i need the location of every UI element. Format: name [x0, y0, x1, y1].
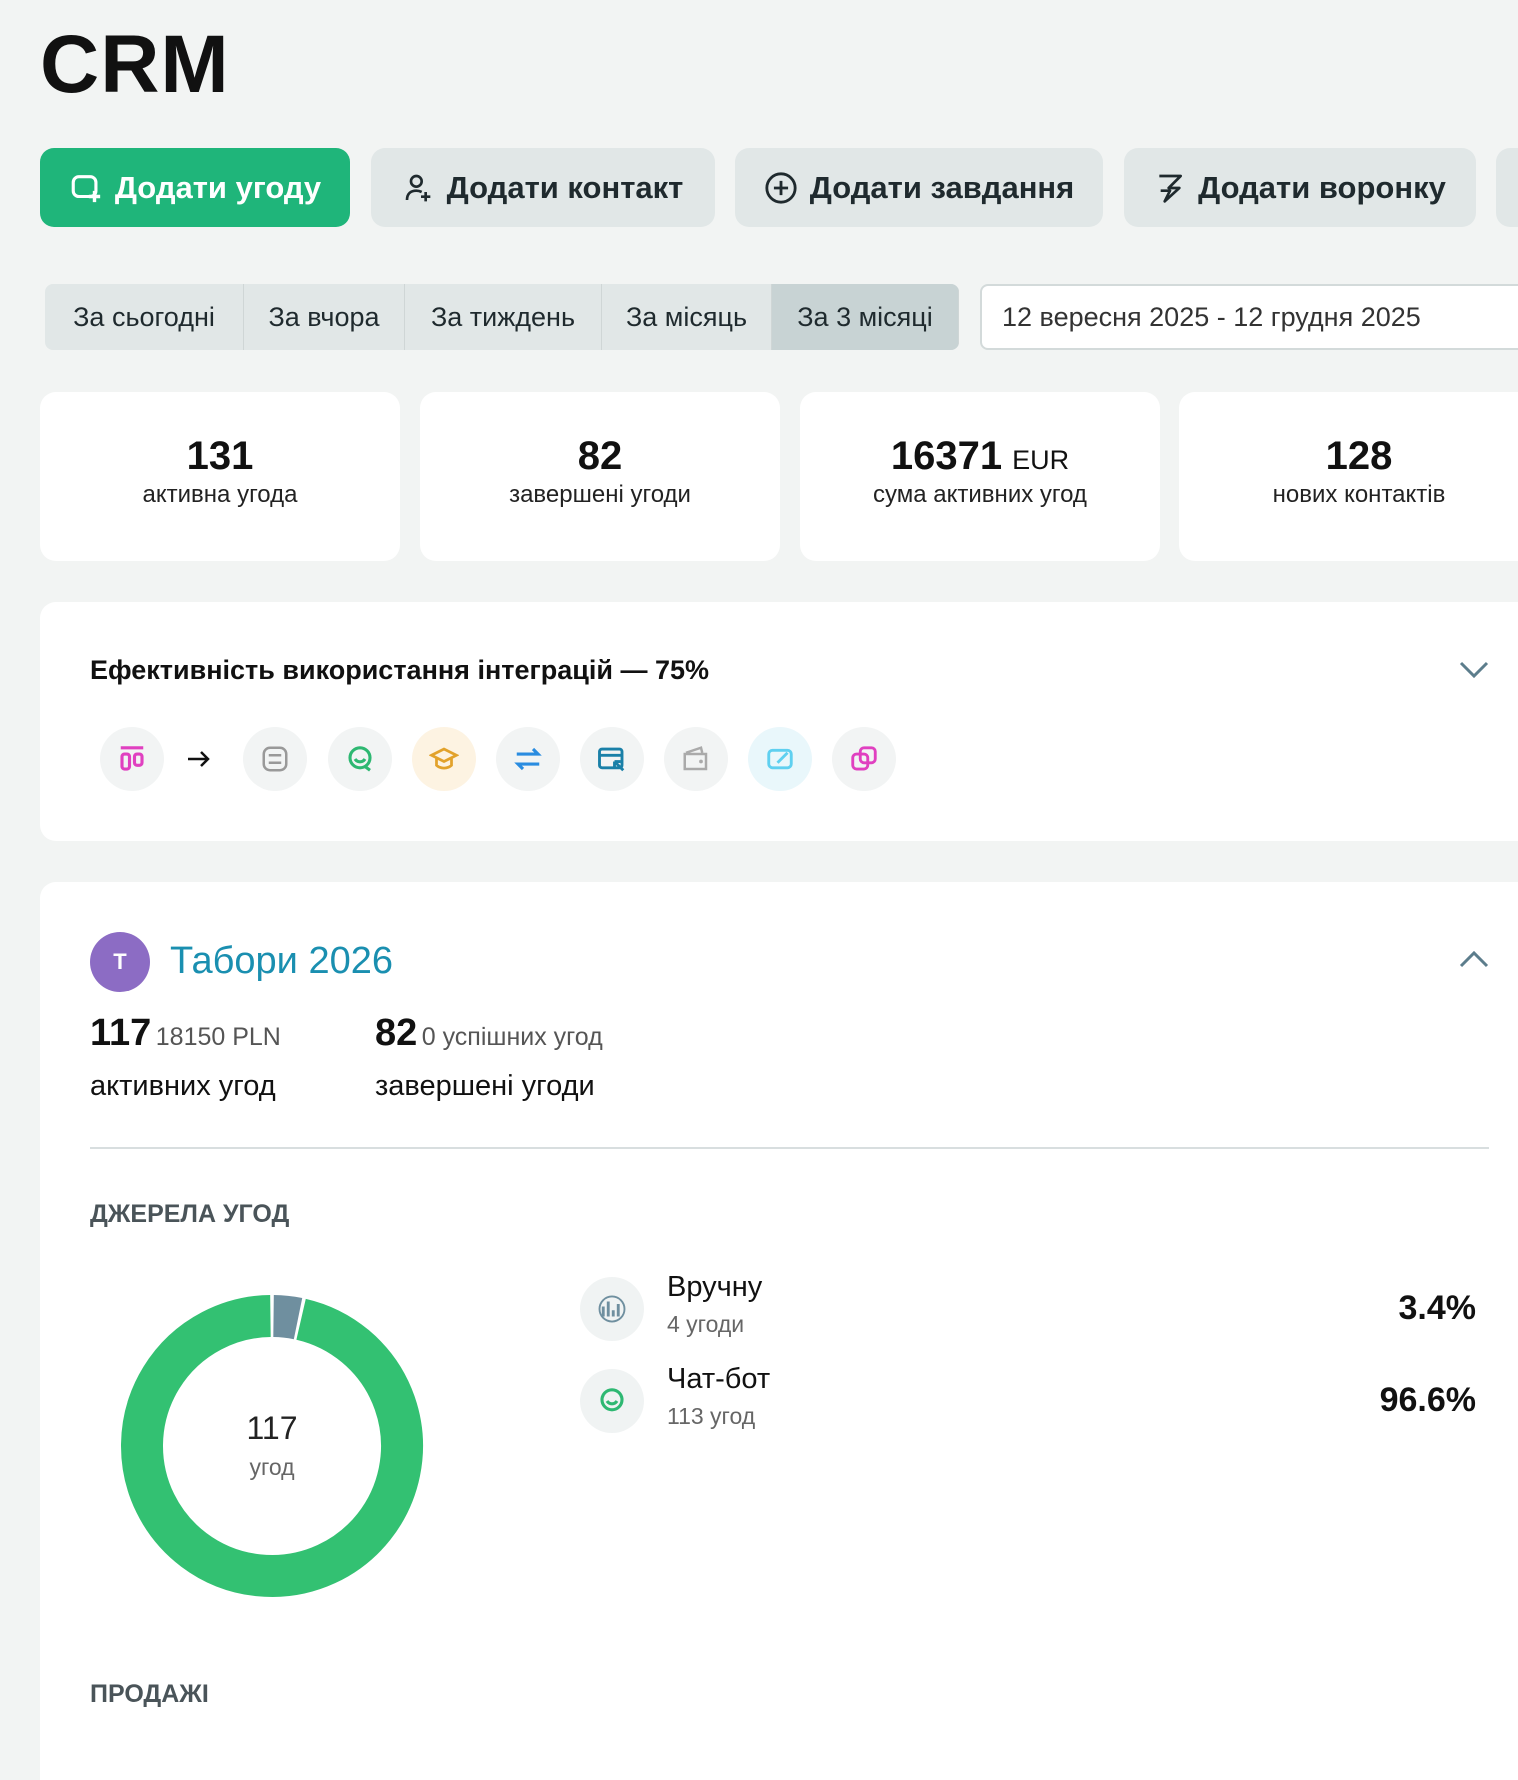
divider [90, 1147, 1489, 1149]
button-label: Додати контакт [446, 169, 684, 205]
integrations-card: Ефективність використання інтеграцій — 7… [40, 602, 1518, 841]
donut-total: 117 [246, 1410, 297, 1446]
period-tab[interactable]: За місяць [602, 284, 772, 350]
integration-icon [832, 727, 896, 791]
active-count: 117 [90, 1012, 152, 1054]
stat-value: 128 [1325, 434, 1393, 478]
stat-label: сума активних угод [873, 481, 1087, 508]
sources-title: ДЖЕРЕЛА УГОД [90, 1200, 290, 1228]
stat-unit: EUR [1012, 445, 1070, 475]
pipeline-title[interactable]: Табори 2026 [170, 940, 393, 982]
active-label: активних угод [90, 1070, 276, 1102]
stat-value-row: 128 [1179, 434, 1518, 479]
source-share: 3.4% [1398, 1289, 1477, 1327]
icon [600, 1388, 624, 1412]
closed-count: 82 [375, 1012, 418, 1054]
stat-label: активна угода [142, 481, 298, 508]
period-tab[interactable]: За 3 місяці [772, 284, 959, 350]
source-icon [580, 1277, 644, 1341]
sales-title: ПРОДАЖІ [90, 1680, 209, 1708]
source-count: 4 угоди [667, 1311, 745, 1337]
collapse-chevron[interactable] [1458, 948, 1490, 970]
integration-icon [496, 727, 560, 791]
integration-icon [412, 727, 476, 791]
add-contact-button[interactable]: Додати контакт [371, 148, 715, 227]
stat-label: нових контактів [1272, 481, 1446, 508]
integration-icon [243, 727, 307, 791]
stat-card: 128 нових контактів [1179, 392, 1518, 561]
add-deal-button[interactable]: Додати угоду [40, 148, 350, 227]
period-tab[interactable]: За тиждень [405, 284, 602, 350]
source-icon [580, 1369, 644, 1433]
button-label: Додати угоду [114, 169, 322, 205]
integration-icon [328, 727, 392, 791]
icon [1159, 174, 1183, 203]
more-button[interactable] [1496, 148, 1518, 227]
integration-icon [580, 727, 644, 791]
source-share: 96.6% [1379, 1381, 1476, 1419]
icon [405, 174, 431, 201]
stat-card: 131 активна угода [40, 392, 400, 561]
stat-label: завершені угоди [509, 481, 691, 508]
period-tabs: За сьогодні За вчора За тиждень За місяць За… [45, 284, 959, 350]
donut-segment [272, 1295, 303, 1340]
integration-icon [664, 727, 728, 791]
stat-value-row: 131 [40, 434, 400, 479]
active-amount: 18150 PLN [155, 1023, 281, 1051]
page-title: CRM [40, 19, 230, 110]
stat-value: 82 [577, 434, 623, 478]
stat-value: 16371 [890, 434, 1003, 478]
closed-label: завершені угоди [375, 1070, 595, 1102]
date-range: 12 вересня 2025 - 12 грудня 2025 [1002, 301, 1421, 332]
active-stat: 117 18150 PLN [90, 1012, 281, 1055]
collapse-chevron[interactable] [1458, 658, 1490, 680]
stat-value: 131 [186, 434, 254, 478]
source-name: Чат-бот [667, 1363, 771, 1395]
icon [71, 174, 100, 202]
closed-stat: 82 0 успішних угод [375, 1012, 603, 1055]
closed-note: 0 успішних угод [421, 1023, 603, 1051]
period-tab[interactable]: За вчора [244, 284, 405, 350]
add-task-button[interactable]: Додати завдання [735, 148, 1103, 227]
donut-unit: угод [249, 1454, 295, 1480]
button-label: Додати воронку [1198, 169, 1446, 205]
stat-value-row: 16371 EUR [800, 434, 1160, 479]
date-range-input[interactable]: 12 вересня 2025 - 12 грудня 2025 [980, 284, 1518, 350]
integrations-title: Ефективність використання інтеграцій — 7… [90, 655, 709, 685]
icon [598, 1295, 626, 1323]
add-funnel-button[interactable]: Додати воронку [1124, 148, 1476, 227]
source-count: 113 угод [667, 1403, 756, 1429]
pipeline-card: Т Табори 2026 117 18150 PLN активних уго… [40, 882, 1518, 1780]
integration-icon [100, 727, 164, 791]
avatar: Т [90, 932, 150, 992]
arrow [188, 751, 210, 767]
icon [765, 171, 797, 204]
stat-card: 16371 EUR сума активних угод [800, 392, 1160, 561]
donut-segment [121, 1295, 423, 1597]
donut-chart: 117 угод [121, 1295, 423, 1597]
stat-value-row: 82 [420, 434, 780, 479]
integration-icon [748, 727, 812, 791]
source-name: Вручну [667, 1271, 763, 1303]
stat-card: 82 завершені угоди [420, 392, 780, 561]
period-tab[interactable]: За сьогодні [45, 284, 244, 350]
button-label: Додати завдання [809, 169, 1075, 205]
